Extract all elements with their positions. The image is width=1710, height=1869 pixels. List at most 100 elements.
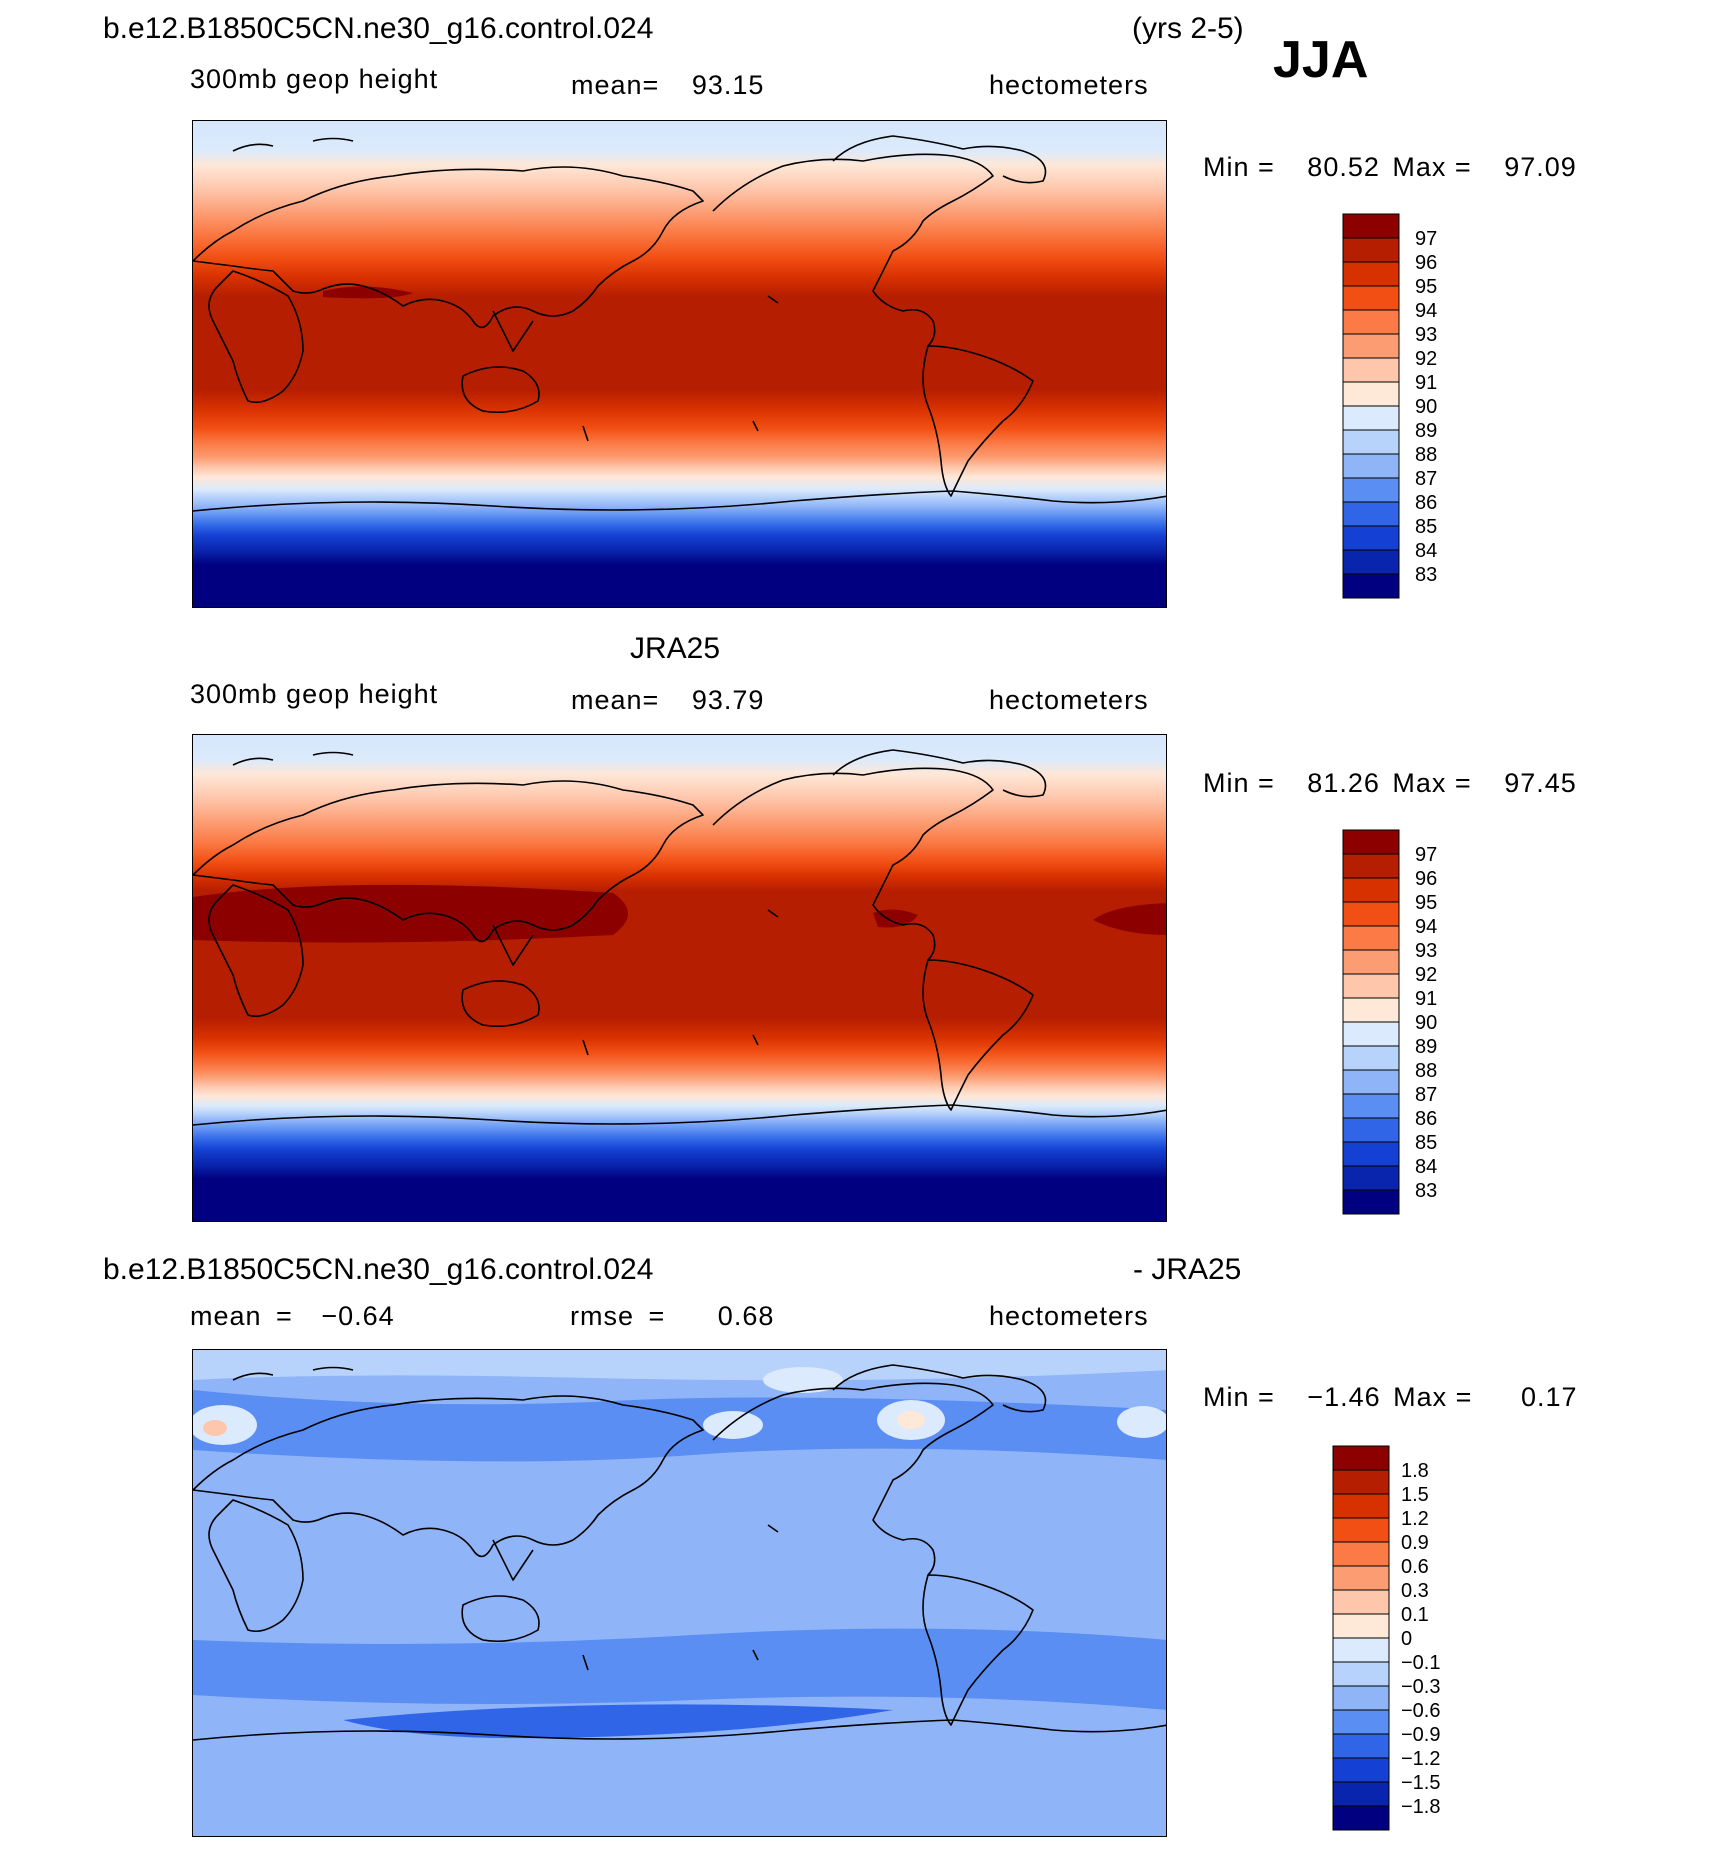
colorbar-tick-label: 97 bbox=[1415, 844, 1437, 866]
colorbar-tick-label: 92 bbox=[1415, 348, 1437, 370]
season-label: JJA bbox=[1273, 31, 1369, 89]
colorbar-tick-label: 1.2 bbox=[1401, 1508, 1429, 1530]
panel3-minmax: Min = −1.46 Max = 0.17 bbox=[1203, 1382, 1578, 1413]
colorbar-swatch bbox=[1342, 549, 1400, 575]
colorbar-tick-label: 97 bbox=[1415, 228, 1437, 250]
panel2-mean: mean= 93.79 bbox=[571, 685, 764, 716]
panel1-max-label: Max = bbox=[1392, 152, 1472, 182]
panel1-colorbar: 97 96 95 94 93 92 91 90 89 88 87 86 85 84 83 bbox=[1342, 213, 1463, 599]
colorbar-swatch bbox=[1342, 1165, 1400, 1191]
colorbar-tick-label: 0.6 bbox=[1401, 1556, 1429, 1578]
colorbar-swatch bbox=[1342, 333, 1400, 359]
years-label: (yrs 2-5) bbox=[1132, 12, 1244, 45]
panel3-band-antarctic bbox=[193, 1750, 1166, 1836]
colorbar-tick-label: 86 bbox=[1415, 492, 1437, 514]
panel3-map bbox=[192, 1349, 1167, 1837]
colorbar-swatch bbox=[1332, 1757, 1390, 1783]
colorbar-tick-label: 91 bbox=[1415, 372, 1437, 394]
colorbar-tick-label: 94 bbox=[1415, 300, 1437, 322]
colorbar-tick-label: 87 bbox=[1415, 1084, 1437, 1106]
colorbar-tick-label: 93 bbox=[1415, 940, 1437, 962]
colorbar-swatch bbox=[1342, 1141, 1400, 1167]
panel1-max-region bbox=[323, 286, 413, 299]
colorbar-tick-label: 88 bbox=[1415, 444, 1437, 466]
colorbar-swatch bbox=[1342, 501, 1400, 527]
colorbar-swatch bbox=[1332, 1541, 1390, 1567]
panel2-variable: 300mb geop height bbox=[190, 679, 439, 709]
panel1-mean-value: 93.15 bbox=[691, 70, 765, 100]
colorbar-swatch bbox=[1342, 1045, 1400, 1071]
panel3-rmse: rmse = 0.68 bbox=[570, 1301, 774, 1332]
colorbar-tick-label: −1.5 bbox=[1401, 1772, 1440, 1794]
panel2-map bbox=[192, 734, 1167, 1222]
colorbar-swatch bbox=[1342, 901, 1400, 927]
colorbar-tick-label: 0.9 bbox=[1401, 1532, 1429, 1554]
panel3-rmse-label: rmse = bbox=[570, 1301, 666, 1331]
colorbar-swatch bbox=[1342, 213, 1400, 239]
colorbar-tick-label: 87 bbox=[1415, 468, 1437, 490]
panel3-max-value: 0.17 bbox=[1520, 1382, 1578, 1412]
colorbar-tick-label: 0 bbox=[1401, 1628, 1412, 1650]
panel2-min-value: 81.26 bbox=[1307, 768, 1380, 798]
panel3-units: hectometers bbox=[989, 1301, 1149, 1331]
panel2-field bbox=[193, 735, 1166, 1221]
panel1-variable: 300mb geop height bbox=[190, 64, 439, 94]
colorbar-swatch bbox=[1342, 525, 1400, 551]
colorbar-swatch bbox=[1342, 1021, 1400, 1047]
colorbar-swatch bbox=[1332, 1805, 1390, 1831]
colorbar-swatch bbox=[1342, 949, 1400, 975]
panel1-mean-label: mean= bbox=[571, 70, 660, 100]
colorbar-tick-label: −1.8 bbox=[1401, 1796, 1440, 1818]
colorbar-swatch bbox=[1332, 1565, 1390, 1591]
colorbar-tick-label: 85 bbox=[1415, 1132, 1437, 1154]
colorbar-tick-label: 94 bbox=[1415, 916, 1437, 938]
colorbar-swatch bbox=[1332, 1493, 1390, 1519]
colorbar-swatch bbox=[1342, 1069, 1400, 1095]
colorbar-tick-label: 84 bbox=[1415, 1156, 1437, 1178]
colorbar-swatch bbox=[1332, 1709, 1390, 1735]
colorbar-swatch bbox=[1332, 1661, 1390, 1687]
colorbar-swatch bbox=[1342, 973, 1400, 999]
panel2-minmax: Min = 81.26 Max = 97.45 bbox=[1203, 768, 1577, 799]
colorbar-swatch bbox=[1342, 405, 1400, 431]
colorbar-swatch bbox=[1342, 573, 1400, 599]
panel3-colorbar: 1.8 1.5 1.2 0.9 0.6 0.3 0.1 0 −0.1 −0.3 −0.6 −0.9 −1… bbox=[1332, 1445, 1463, 1831]
panel3-anomaly-pacific bbox=[703, 1411, 763, 1439]
panel2-title: JRA25 bbox=[630, 632, 721, 665]
panel1-field bbox=[193, 121, 1166, 607]
panel2-units: hectometers bbox=[989, 685, 1149, 715]
colorbar-tick-label: 95 bbox=[1415, 892, 1437, 914]
panel3-anomaly-atlantic bbox=[1117, 1406, 1166, 1438]
colorbar-swatch bbox=[1332, 1685, 1390, 1711]
panel3-mean: mean = −0.64 bbox=[190, 1301, 395, 1332]
panel3-title-left: b.e12.B1850C5CN.ne30_g16.control.024 bbox=[103, 1253, 654, 1286]
colorbar-tick-label: −0.3 bbox=[1401, 1676, 1440, 1698]
panel3-anomaly-canada-core bbox=[897, 1411, 925, 1429]
panel1-units: hectometers bbox=[989, 70, 1149, 100]
colorbar-swatch bbox=[1332, 1613, 1390, 1639]
colorbar-swatch bbox=[1342, 829, 1400, 855]
panel1-minmax: Min = 80.52 Max = 97.09 bbox=[1203, 152, 1577, 183]
colorbar-tick-label: 89 bbox=[1415, 420, 1437, 442]
colorbar-tick-label: 90 bbox=[1415, 396, 1437, 418]
panel3-band-south bbox=[193, 1628, 1166, 1710]
panel3-mean-label: mean = bbox=[190, 1301, 293, 1331]
colorbar-swatch bbox=[1342, 1189, 1400, 1215]
panel2-colorbar: 97 96 95 94 93 92 91 90 89 88 87 86 85 84 83 bbox=[1342, 829, 1463, 1215]
colorbar-tick-label: 1.5 bbox=[1401, 1484, 1429, 1506]
panel2-mean-label: mean= bbox=[571, 685, 660, 715]
colorbar-swatch bbox=[1342, 261, 1400, 287]
colorbar-swatch bbox=[1332, 1469, 1390, 1495]
panel3-anomaly-alaska bbox=[763, 1367, 843, 1393]
panel1-min-label: Min = bbox=[1203, 152, 1275, 182]
colorbar-swatch bbox=[1342, 309, 1400, 335]
colorbar-tick-label: 92 bbox=[1415, 964, 1437, 986]
colorbar-swatch bbox=[1342, 381, 1400, 407]
colorbar-swatch bbox=[1342, 1117, 1400, 1143]
colorbar-swatch bbox=[1332, 1781, 1390, 1807]
colorbar-tick-label: 1.8 bbox=[1401, 1460, 1429, 1482]
colorbar-swatch bbox=[1332, 1445, 1390, 1471]
panel2-max-region-asia bbox=[193, 884, 628, 943]
colorbar-swatch bbox=[1342, 853, 1400, 879]
colorbar-swatch bbox=[1332, 1637, 1390, 1663]
